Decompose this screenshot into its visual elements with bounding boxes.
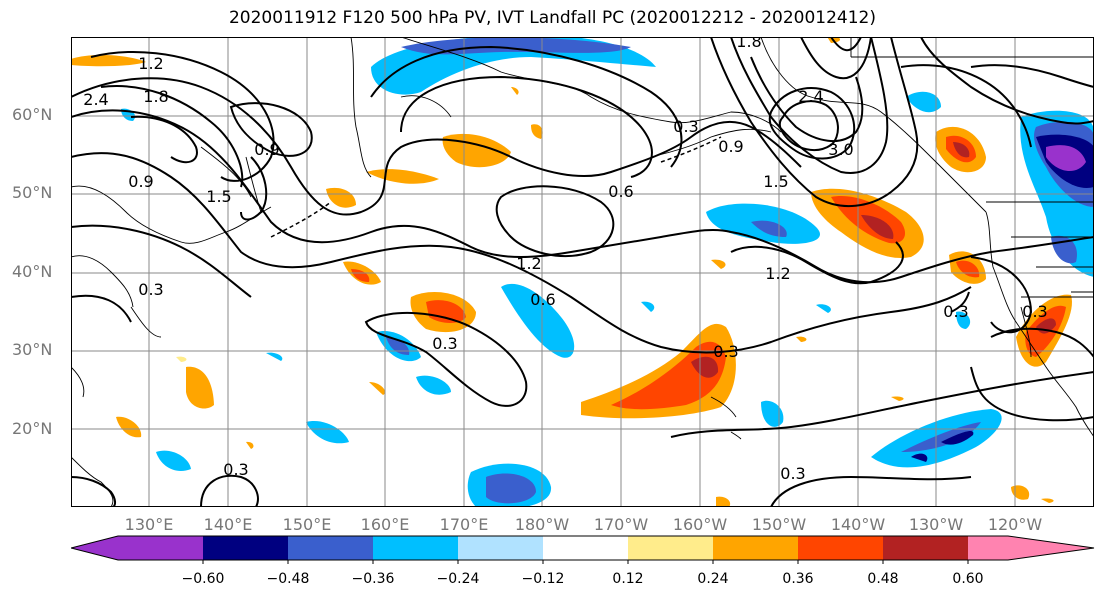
contour-label: 2.4 bbox=[798, 87, 823, 106]
lat-label-30n: 30°N bbox=[12, 340, 53, 359]
lon-label-140e: 140°E bbox=[203, 515, 253, 534]
colorbar-tick-label: −0.24 bbox=[436, 571, 480, 587]
lon-label-150w: 150°W bbox=[751, 515, 807, 534]
colorbar-tick-label: 0.60 bbox=[952, 571, 984, 587]
colorbar-tick-label: −0.48 bbox=[266, 571, 310, 587]
colorbar-extend-high bbox=[968, 536, 1094, 560]
colorbar-ticks bbox=[202, 560, 969, 564]
colorbar-segment bbox=[373, 536, 459, 560]
map-title: 2020011912 F120 500 hPa PV, IVT Landfall… bbox=[228, 8, 876, 28]
lon-label-160w: 160°W bbox=[672, 515, 728, 534]
pv-contours-dashed bbox=[270, 136, 722, 238]
colorbar-extend-low bbox=[71, 536, 203, 560]
colorbar-tick-label: 0.36 bbox=[782, 571, 814, 587]
contour-label: 0.9 bbox=[128, 172, 153, 191]
lon-label-170w: 170°W bbox=[593, 515, 649, 534]
contour-label: 0.3 bbox=[1022, 302, 1047, 321]
contour-label: 0.6 bbox=[608, 182, 633, 201]
colorbar-segment bbox=[883, 536, 969, 560]
contour-label: 1.5 bbox=[206, 187, 231, 206]
contour-labels: 1.2 1.8 2.4 0.9 1.5 0.9 0.3 1.8 2.4 3.0 1.5 0.9 0.3 0… bbox=[83, 37, 1047, 483]
contour-label: 0.3 bbox=[673, 117, 698, 136]
lat-label-40n: 40°N bbox=[12, 262, 53, 281]
contour-label: 0.3 bbox=[432, 334, 457, 353]
positive-anomaly-shading bbox=[71, 37, 1072, 507]
contour-label: 2.4 bbox=[83, 90, 108, 109]
contour-label: 1.8 bbox=[143, 87, 168, 106]
contour-label: 0.3 bbox=[138, 280, 163, 299]
lon-label-130w: 130°W bbox=[908, 515, 964, 534]
contour-label: 0.9 bbox=[254, 140, 279, 159]
contour-label: 0.3 bbox=[780, 464, 805, 483]
pv-contours bbox=[71, 37, 1094, 507]
lon-label-170e: 170°E bbox=[439, 515, 489, 534]
contour-label: 1.5 bbox=[763, 172, 788, 191]
coastlines bbox=[71, 37, 1094, 507]
colorbar-segment bbox=[203, 536, 289, 560]
colorbar-segments bbox=[71, 535, 1095, 561]
colorbar bbox=[71, 535, 1095, 564]
colorbar-tick-label: 0.24 bbox=[697, 571, 729, 587]
colorbar-tick-label: 0.48 bbox=[867, 571, 899, 587]
colorbar-segment bbox=[288, 536, 374, 560]
lon-label-130e: 130°E bbox=[124, 515, 174, 534]
contour-label: 1.2 bbox=[516, 254, 541, 273]
lon-label-150e: 150°E bbox=[282, 515, 332, 534]
contour-label: 1.2 bbox=[765, 264, 790, 283]
lat-label-50n: 50°N bbox=[12, 183, 53, 202]
lon-label-120w: 120°W bbox=[987, 515, 1043, 534]
contour-label: 0.6 bbox=[530, 290, 555, 309]
contour-label: 0.3 bbox=[713, 342, 738, 361]
contour-label: 0.9 bbox=[718, 137, 743, 156]
lon-label-160e: 160°E bbox=[360, 515, 410, 534]
colorbar-segment bbox=[628, 536, 714, 560]
map-panel: 1.2 1.8 2.4 0.9 1.5 0.9 0.3 1.8 2.4 3.0 1.5 0.9 0.3 0… bbox=[71, 37, 1094, 507]
lat-label-60n: 60°N bbox=[12, 105, 53, 124]
lon-label-140w: 140°W bbox=[830, 515, 886, 534]
colorbar-tick-label: −0.12 bbox=[521, 571, 565, 587]
colorbar-segment bbox=[713, 536, 799, 560]
lon-label-180w: 180°W bbox=[514, 515, 570, 534]
colorbar-tick-label: −0.60 bbox=[181, 571, 225, 587]
colorbar-outline bbox=[71, 535, 1095, 561]
colorbar-tick-label: −0.36 bbox=[351, 571, 395, 587]
colorbar-segment bbox=[543, 536, 629, 560]
colorbar-tick-label: 0.12 bbox=[612, 571, 644, 587]
contour-label: 3.0 bbox=[828, 140, 853, 159]
lat-label-20n: 20°N bbox=[12, 419, 53, 438]
contour-label: 0.3 bbox=[223, 460, 248, 479]
contour-label: 0.3 bbox=[943, 302, 968, 321]
contour-label: 1.2 bbox=[138, 54, 163, 73]
colorbar-segment bbox=[458, 536, 544, 560]
colorbar-segment bbox=[798, 536, 884, 560]
contour-label: 1.8 bbox=[736, 37, 761, 51]
